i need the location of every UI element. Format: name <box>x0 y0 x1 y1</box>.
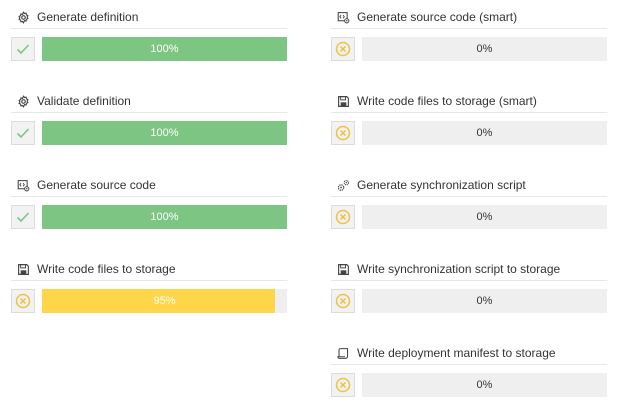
task-header: Write code files to storage (smart) <box>331 91 607 113</box>
progress-fill <box>42 205 287 229</box>
progress-percent: 0% <box>476 43 493 55</box>
progress-percent: 100% <box>150 127 179 139</box>
task-header: Write code files to storage <box>11 259 287 281</box>
progress-percent: 0% <box>476 211 493 223</box>
scroll-icon <box>337 347 350 360</box>
gear-icon <box>17 11 30 24</box>
code-gear-icon <box>17 179 30 192</box>
task-title: Validate definition <box>37 94 131 108</box>
task-generate-sync-script: Generate synchronization script 0% <box>331 175 607 235</box>
progress-percent: 0% <box>476 127 493 139</box>
task-title: Write code files to storage (smart) <box>357 94 537 108</box>
progress-percent: 100% <box>150 43 179 55</box>
save-icon <box>17 263 30 276</box>
task-header: Generate definition <box>11 7 287 29</box>
task-title: Write code files to storage <box>37 262 176 276</box>
task-header: Generate synchronization script <box>331 175 607 197</box>
task-title: Write synchronization script to storage <box>357 262 561 276</box>
code-gear-icon <box>337 11 350 24</box>
pending-status-icon <box>331 373 355 397</box>
task-header: Write synchronization script to storage <box>331 259 607 281</box>
progress-bar: 0% <box>362 121 607 145</box>
pending-status-icon <box>331 289 355 313</box>
progress-fill <box>42 289 275 313</box>
task-title: Write deployment manifest to storage <box>357 346 556 360</box>
task-header: Validate definition <box>11 91 287 113</box>
task-title: Generate synchronization script <box>357 178 526 192</box>
progress-percent: 0% <box>476 295 493 307</box>
task-generate-source-code-smart: Generate source code (smart) 0% <box>331 7 607 67</box>
task-validate-definition: Validate definition 100% <box>11 91 287 151</box>
pending-status-icon <box>331 37 355 61</box>
progress-bar: 0% <box>362 37 607 61</box>
task-write-sync-script: Write synchronization script to storage … <box>331 259 607 319</box>
progress-bar: 0% <box>362 289 607 313</box>
save-icon <box>337 263 350 276</box>
save-icon <box>337 95 350 108</box>
progress-bar: 100% <box>42 121 287 145</box>
task-title: Generate definition <box>37 10 139 24</box>
check-status-icon <box>11 121 35 145</box>
progress-fill <box>42 121 287 145</box>
task-header: Write deployment manifest to storage <box>331 343 607 365</box>
progress-bar: 100% <box>42 37 287 61</box>
pending-status-icon <box>11 289 35 313</box>
task-write-deployment-manifest: Write deployment manifest to storage 0% <box>331 343 607 403</box>
task-title: Generate source code <box>37 178 156 192</box>
check-status-icon <box>11 37 35 61</box>
progress-bar: 0% <box>362 373 607 397</box>
task-generate-definition: Generate definition 100% <box>11 7 287 67</box>
progress-bar: 95% <box>42 289 287 313</box>
gears-icon <box>337 179 350 192</box>
progress-percent: 0% <box>476 379 493 391</box>
progress-percent: 100% <box>150 211 179 223</box>
progress-fill <box>42 37 287 61</box>
gear-icon <box>17 95 30 108</box>
task-write-code-files-smart: Write code files to storage (smart) 0% <box>331 91 607 151</box>
task-header: Generate source code (smart) <box>331 7 607 29</box>
pending-status-icon <box>331 205 355 229</box>
progress-bar: 100% <box>42 205 287 229</box>
pending-status-icon <box>331 121 355 145</box>
progress-percent: 95% <box>153 295 176 307</box>
progress-bar: 0% <box>362 205 607 229</box>
task-write-code-files: Write code files to storage 95% <box>11 259 287 319</box>
check-status-icon <box>11 205 35 229</box>
task-generate-source-code: Generate source code 100% <box>11 175 287 235</box>
task-header: Generate source code <box>11 175 287 197</box>
task-title: Generate source code (smart) <box>357 10 518 24</box>
